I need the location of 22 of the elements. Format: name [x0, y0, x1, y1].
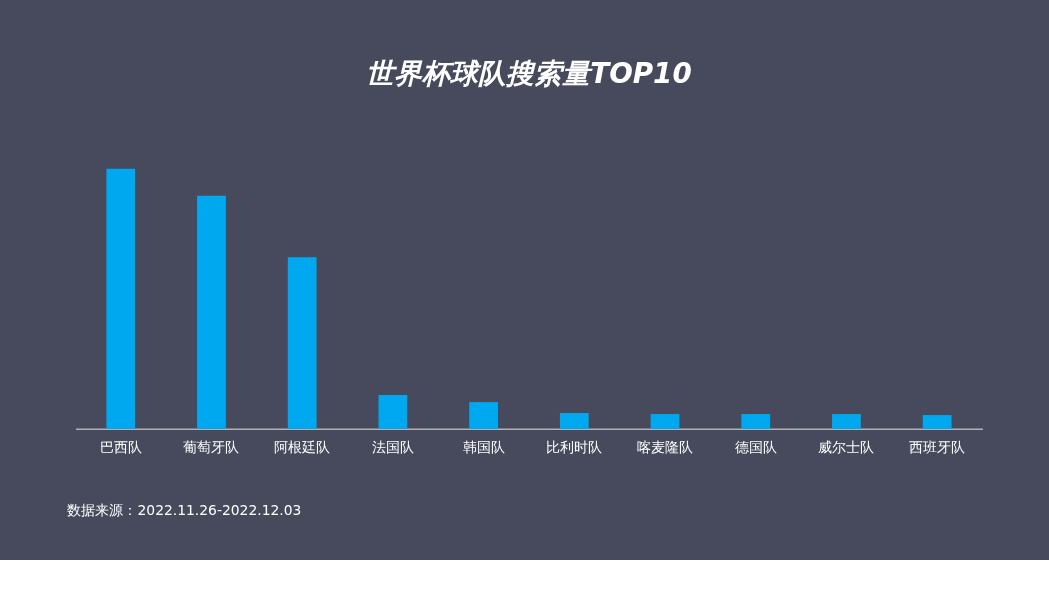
- bar: [832, 414, 861, 429]
- bar: [741, 414, 771, 429]
- x-tick-label: 西班牙队: [909, 439, 966, 456]
- x-tick-label: 德国队: [734, 439, 777, 456]
- x-tick-label: 比利时队: [546, 439, 603, 456]
- bar: [469, 402, 498, 429]
- bar: [197, 195, 226, 429]
- source-note: 数据来源：2022.11.26-2022.12.03: [67, 502, 302, 519]
- x-tick-label: 喀麦隆队: [637, 439, 694, 456]
- bar: [378, 395, 408, 429]
- bar: [922, 415, 952, 429]
- x-tick-label: 巴西队: [99, 439, 142, 456]
- x-tick-label: 法国队: [371, 439, 414, 456]
- x-tick-label: 威尔士队: [818, 439, 875, 456]
- chart-title: 世界杯球队搜索量TOP10: [366, 57, 692, 91]
- x-tick-label: 阿根廷队: [274, 439, 331, 456]
- bar: [287, 257, 317, 429]
- x-tick-label: 葡萄牙队: [183, 439, 240, 456]
- bar: [106, 168, 136, 429]
- bar: [650, 414, 680, 429]
- x-tick-label: 韩国队: [462, 439, 505, 456]
- bar: [559, 413, 589, 429]
